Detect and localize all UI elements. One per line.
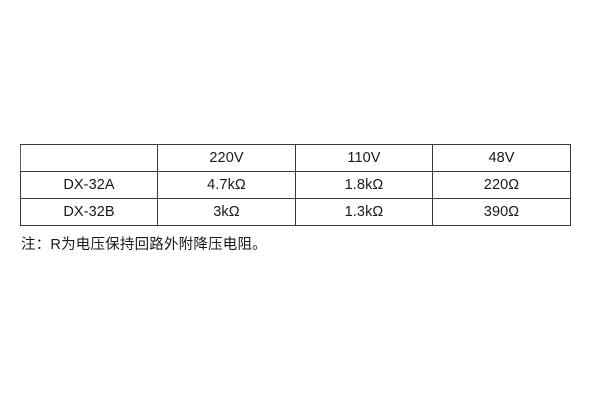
table-row: DX-32A 4.7kΩ 1.8kΩ 220Ω	[20, 171, 571, 199]
table-header-cell-220v: 220V	[157, 144, 296, 172]
table-row: DX-32B 3kΩ 1.3kΩ 390Ω	[20, 198, 571, 226]
table-cell-110v: 1.3kΩ	[295, 198, 433, 226]
table-cell-48v: 390Ω	[432, 198, 571, 226]
table-cell-model: DX-32B	[20, 198, 158, 226]
table-header-cell-48v: 48V	[432, 144, 571, 172]
table-footnote: 注：R为电压保持回路外附降压电阻。	[21, 237, 267, 253]
table-header: 220V 110V 48V	[20, 144, 571, 172]
table-cell-220v: 3kΩ	[157, 198, 296, 226]
table-cell-model: DX-32A	[20, 171, 158, 199]
table-cell-110v: 1.8kΩ	[295, 171, 433, 199]
table-header-cell-model	[20, 144, 158, 172]
table-body: DX-32A 4.7kΩ 1.8kΩ 220Ω DX-32B 3kΩ 1.3kΩ…	[20, 171, 571, 226]
table-header-cell-110v: 110V	[295, 144, 433, 172]
table-cell-220v: 4.7kΩ	[157, 171, 296, 199]
resistance-table: 220V 110V 48V DX-32A 4.7kΩ 1.8kΩ 220Ω DX…	[20, 144, 571, 226]
resistance-table-container: 220V 110V 48V DX-32A 4.7kΩ 1.8kΩ 220Ω DX…	[20, 144, 571, 226]
table-cell-48v: 220Ω	[432, 171, 571, 199]
table-header-row: 220V 110V 48V	[20, 144, 571, 172]
